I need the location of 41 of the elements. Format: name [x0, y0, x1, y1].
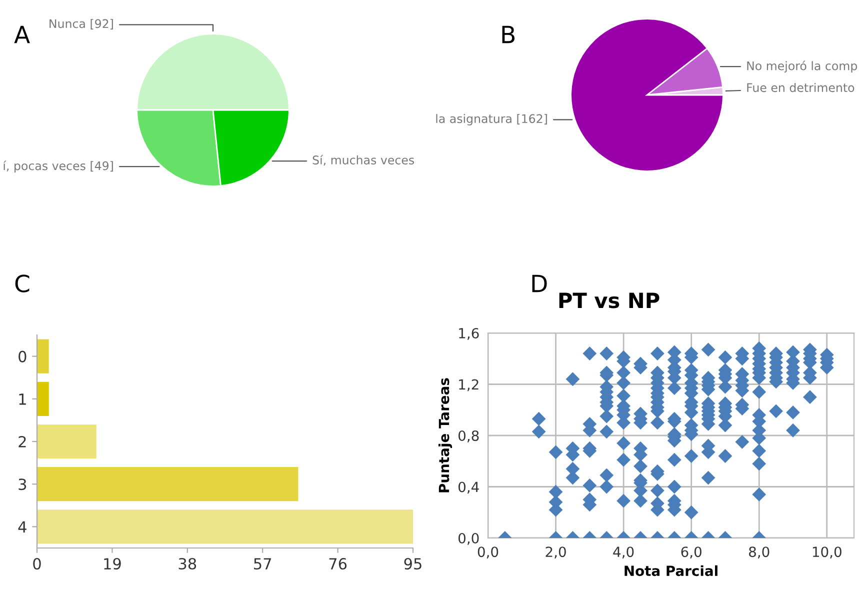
x-tick-label: 10,0 — [812, 546, 842, 558]
y-tick-label: 0 — [18, 350, 26, 362]
y-tick-label: 0,0 — [458, 532, 479, 545]
text: A — [14, 26, 30, 44]
text: D — [532, 274, 547, 292]
bar — [37, 382, 49, 416]
y-tick-label: 3 — [18, 478, 26, 490]
text: B — [502, 26, 515, 44]
bar — [37, 339, 49, 374]
x-tick-label: 95 — [404, 558, 422, 570]
y-tick-label: 1,2 — [459, 379, 478, 392]
slice-label: Sí, muchas veces — [312, 154, 414, 166]
x-tick-label: 2,0 — [546, 546, 566, 558]
x-tick-label: 57 — [254, 558, 272, 570]
x-tick-label: 0 — [33, 558, 41, 570]
x-tick-label: 8,0 — [749, 546, 770, 558]
slice-label: No mejoró la comp — [747, 60, 858, 73]
y-tick-label: 0,8 — [458, 430, 479, 442]
y-tick-label: 1 — [19, 394, 26, 405]
bar — [37, 424, 96, 459]
x-axis-title: Nota Parcial — [624, 565, 718, 576]
chart-title: PT vs NP — [559, 292, 660, 308]
slice-label: Fue en detrimento — [747, 82, 854, 92]
pie-slice — [570, 18, 724, 172]
y-axis-title: Puntaje Tareas — [438, 378, 452, 492]
bar — [37, 467, 298, 502]
x-tick-label: 19 — [104, 558, 121, 570]
y-tick-label: 1,6 — [459, 328, 479, 340]
y-tick-label: 4 — [18, 521, 26, 533]
bar — [37, 510, 413, 544]
x-tick-label: 38 — [178, 558, 196, 570]
slice-label: í, pocas veces [49] — [4, 160, 113, 173]
x-tick-label: 0,0 — [478, 546, 498, 558]
x-tick-label: 76 — [329, 558, 347, 570]
y-tick-label: 0,4 — [458, 482, 479, 494]
slice-label: Nunca [92] — [50, 18, 113, 30]
x-tick-label: 6,0 — [681, 546, 702, 558]
text: C — [15, 274, 30, 292]
x-tick-label: 4,0 — [613, 546, 634, 558]
y-tick-label: 2 — [18, 436, 26, 448]
slice-label: la asignatura [162] — [436, 114, 547, 126]
